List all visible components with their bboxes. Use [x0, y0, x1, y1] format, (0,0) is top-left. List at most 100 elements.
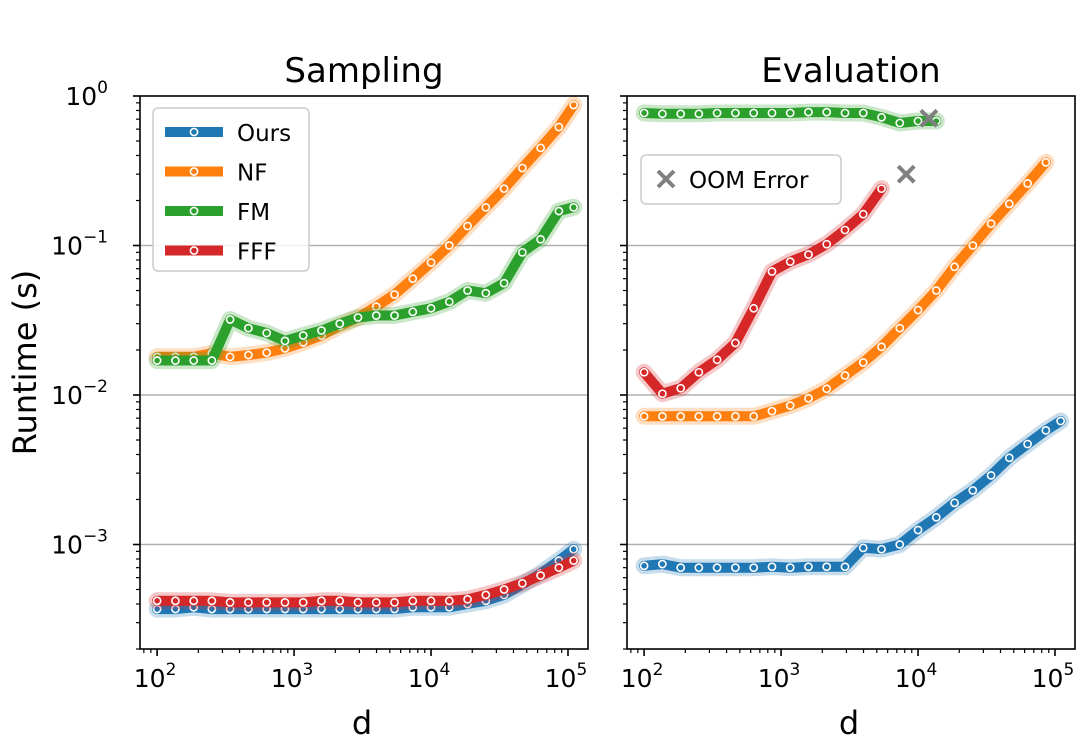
data-point-fff	[189, 596, 199, 606]
data-point-fm	[225, 315, 235, 324]
data-point-fm	[877, 112, 886, 122]
data-point-nf	[785, 401, 795, 410]
data-point-fff	[658, 389, 667, 399]
data-point-fm	[371, 311, 381, 320]
data-point-ours	[639, 561, 649, 571]
data-point-fff	[569, 556, 579, 566]
data-point-ours	[767, 562, 777, 572]
data-point-fff	[408, 596, 418, 606]
legend-label-fff: FFF	[237, 240, 277, 266]
x-tick-label: 105	[545, 660, 588, 693]
data-point-fff	[639, 367, 649, 377]
data-point-ours	[730, 563, 740, 573]
data-point-nf	[749, 411, 759, 421]
data-point-nf	[554, 122, 564, 132]
data-point-nf	[913, 305, 923, 315]
legend-frame	[640, 154, 842, 205]
data-point-fff	[676, 383, 686, 393]
data-point-fff	[390, 597, 399, 607]
data-point-nf	[225, 352, 235, 362]
legend-label-oom-error: OOM Error	[689, 168, 809, 194]
data-point-ours	[785, 563, 795, 573]
data-point-nf	[658, 411, 667, 421]
data-point-fff	[694, 367, 704, 377]
data-point-nf	[390, 290, 399, 299]
chart-title: Sampling	[284, 51, 443, 91]
series-line-ours	[639, 416, 1066, 573]
data-point-nf	[822, 384, 832, 394]
data-point-fff	[517, 578, 527, 588]
data-point-fm	[335, 319, 345, 329]
x-tick-label: 104	[895, 660, 938, 693]
data-point-nf	[639, 411, 649, 421]
data-point-fm	[554, 206, 564, 216]
data-point-fm	[858, 108, 868, 118]
data-point-fm	[913, 116, 923, 126]
data-point-fff	[749, 303, 759, 313]
y-tick-label: 10−1	[51, 228, 108, 261]
data-point-fm	[712, 108, 722, 118]
plot-area	[148, 96, 583, 618]
data-point-nf	[712, 411, 722, 421]
data-point-fff	[152, 596, 162, 606]
axes-frame	[139, 95, 589, 650]
legend-frame	[152, 107, 310, 272]
data-point-fm	[262, 328, 272, 338]
data-point-ours	[804, 562, 813, 572]
data-point-fff	[171, 596, 180, 606]
data-point-fff	[463, 594, 472, 604]
legend-label-ours: Ours	[237, 121, 291, 147]
y-axis-label: Runtime (s)	[6, 270, 44, 455]
legend-oom-icon	[656, 169, 676, 189]
data-point-fff	[371, 597, 381, 607]
data-point-ours	[1056, 416, 1066, 426]
data-point-nf	[1041, 157, 1051, 167]
data-point-fm	[390, 311, 399, 320]
y-tick-label: 100	[65, 78, 108, 111]
data-point-fff	[207, 596, 217, 606]
data-point-fm	[499, 278, 509, 288]
series-line-fm	[152, 202, 579, 366]
data-point-nf	[694, 411, 704, 421]
data-point-fff	[262, 597, 272, 607]
data-point-nf	[426, 258, 436, 267]
data-point-fm	[243, 323, 253, 333]
data-point-ours	[749, 563, 759, 573]
plot-area	[635, 103, 1070, 577]
data-point-fm	[536, 234, 545, 244]
data-point-fm	[280, 336, 290, 346]
data-point-fff	[767, 267, 777, 276]
data-point-nf	[858, 358, 868, 367]
x-tick-label: 105	[1032, 660, 1075, 693]
data-point-fff	[243, 597, 253, 607]
data-point-ours	[877, 544, 886, 554]
data-point-fff	[822, 239, 832, 249]
data-point-ours	[950, 498, 959, 508]
series-band-ours	[635, 412, 1070, 577]
axes-frame	[626, 95, 1076, 650]
legend: OOM Error	[640, 154, 842, 205]
data-point-fff	[840, 225, 850, 235]
data-point-fm	[895, 118, 905, 128]
data-point-ours	[1023, 439, 1032, 449]
data-point-fff	[225, 597, 235, 607]
data-point-nf	[499, 184, 509, 194]
data-point-fff	[298, 597, 308, 607]
data-point-ours	[895, 540, 905, 549]
data-point-fff	[785, 257, 795, 267]
data-point-nf	[517, 163, 527, 173]
data-point-fff	[804, 250, 813, 259]
y-tick-label: 10−3	[51, 527, 108, 560]
legend-label-nf: NF	[237, 161, 267, 187]
x-tick-label: 103	[271, 660, 314, 693]
legend-marker-nf	[189, 167, 199, 176]
data-point-nf	[569, 100, 579, 110]
data-point-nf	[243, 350, 253, 360]
legend: Ours NF FM FFF	[152, 107, 310, 272]
data-point-fm	[840, 108, 850, 118]
data-point-fff	[280, 597, 290, 607]
data-point-ours	[658, 559, 667, 569]
data-point-ours	[676, 563, 686, 573]
data-point-fm	[189, 356, 199, 365]
